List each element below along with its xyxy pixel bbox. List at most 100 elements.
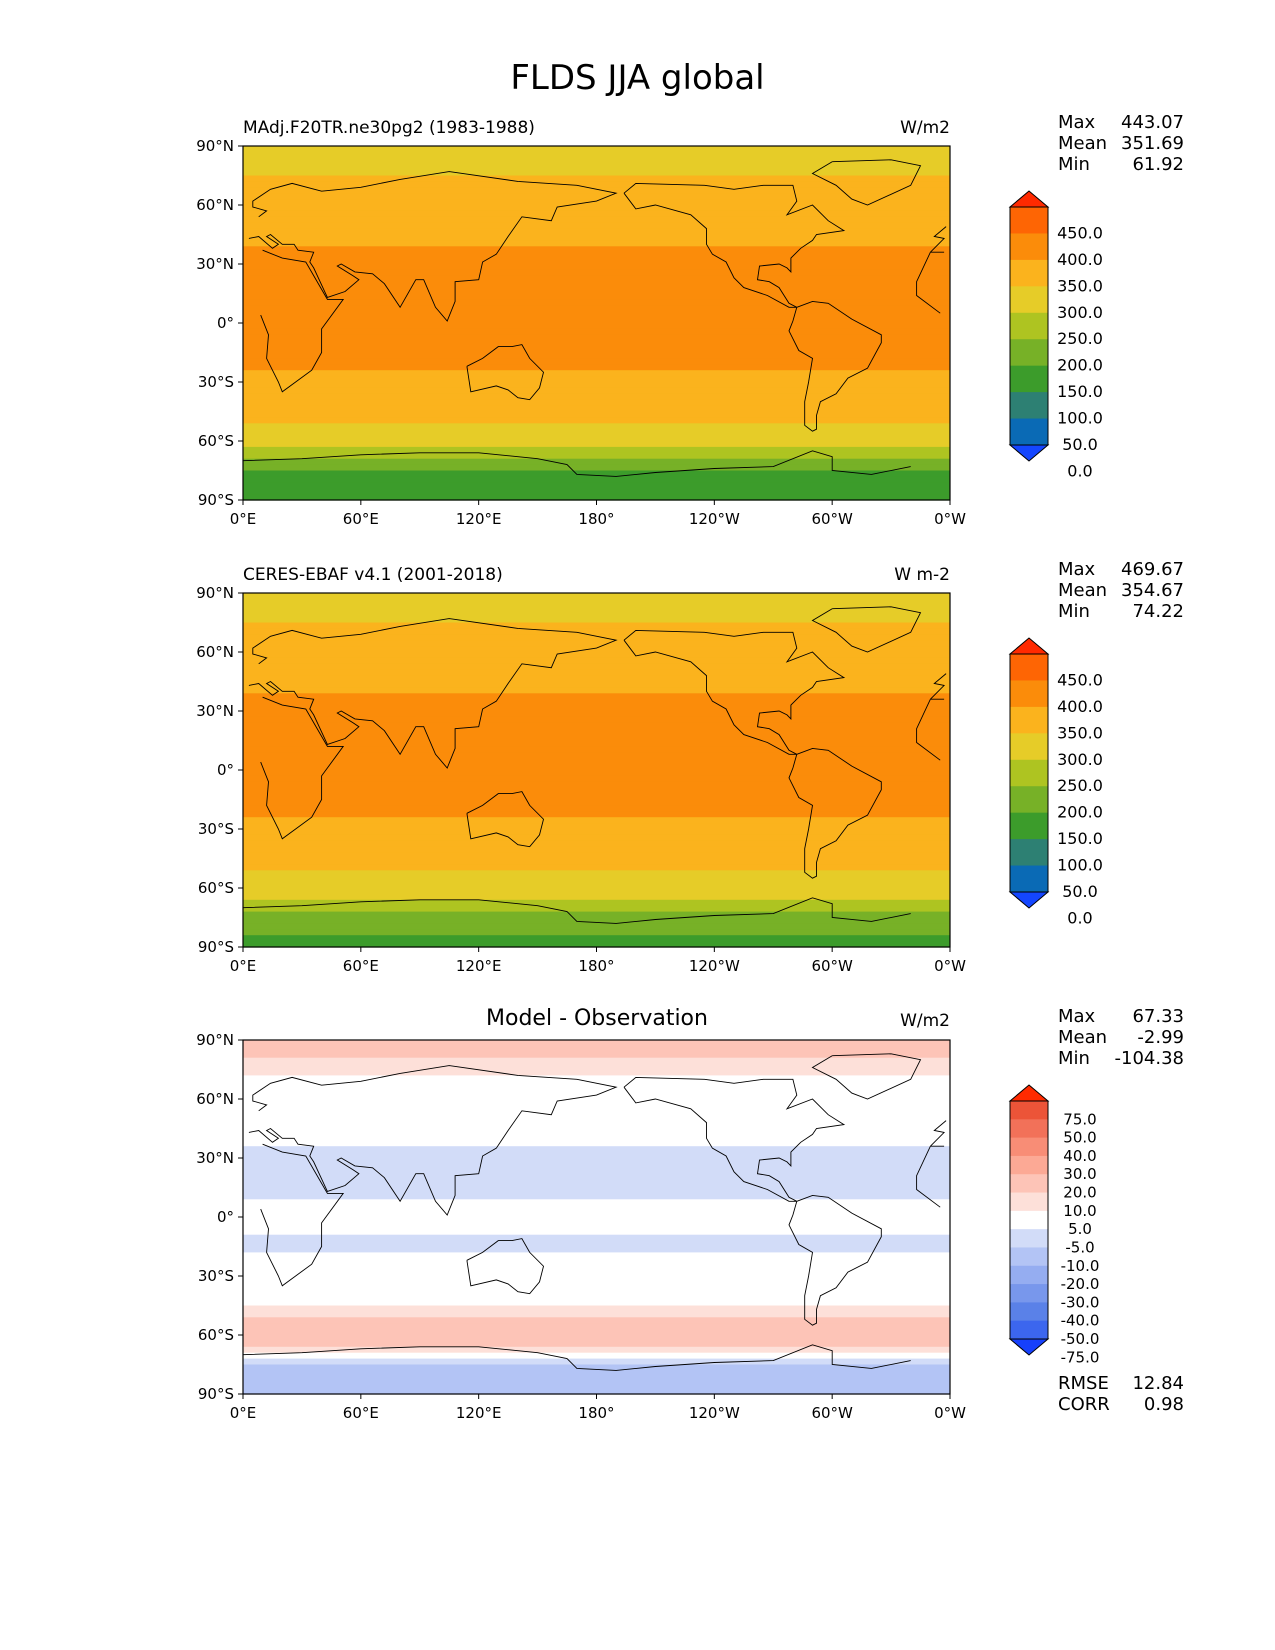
lon-tick-label: 120°W — [689, 510, 740, 528]
field-band — [243, 157, 950, 165]
field-band — [243, 699, 950, 706]
field-band — [243, 1252, 950, 1259]
lon-tick-label: 60°E — [343, 957, 379, 975]
field-band — [243, 364, 950, 371]
field-band — [243, 435, 950, 442]
colorbar-segment — [1010, 1229, 1048, 1248]
field-band — [243, 1128, 950, 1135]
field-band — [243, 1335, 950, 1342]
colorbar-label: 50.0 — [1062, 435, 1098, 454]
field-band — [243, 1051, 950, 1059]
field-band — [243, 352, 950, 359]
colorbar-segment — [1010, 286, 1048, 314]
metric-label: RMSE — [1058, 1373, 1109, 1394]
colorbar-segment — [1010, 786, 1048, 814]
field-band — [243, 1352, 950, 1360]
africa-coastline — [260, 1143, 941, 1287]
colorbar-label: 5.0 — [1068, 1220, 1092, 1238]
lon-tick-label: 0°W — [934, 957, 966, 975]
field-band — [243, 1063, 950, 1071]
field-band — [243, 829, 950, 836]
field-band — [243, 246, 950, 253]
field-band — [243, 628, 950, 635]
lat-tick-label: 60°N — [196, 196, 234, 214]
metric-value: 12.84 — [1132, 1373, 1184, 1394]
colorbar-extend-min — [1008, 891, 1050, 909]
field-band — [243, 1281, 950, 1289]
field-band — [243, 452, 950, 460]
field-band — [243, 610, 950, 618]
field-band — [243, 646, 950, 653]
colorbar-label: 150.0 — [1057, 382, 1103, 401]
field-band — [243, 728, 950, 736]
field-band — [243, 1246, 950, 1253]
lon-tick-label: 60°W — [811, 957, 853, 975]
field-band — [243, 746, 950, 753]
field-band — [243, 476, 950, 483]
field-band — [243, 1099, 950, 1106]
coastlines — [242, 159, 947, 477]
panel-3-units: W/m2 — [900, 1011, 950, 1031]
eurasia-coastline — [248, 171, 947, 322]
field-band — [243, 311, 950, 318]
field-band — [243, 340, 950, 348]
field-band — [243, 840, 950, 848]
lon-tick-label: 180° — [578, 1404, 614, 1422]
antarctica-coast-coastline — [242, 450, 911, 477]
field-band — [243, 411, 950, 418]
lat-tick-label: 0° — [217, 314, 234, 332]
colorbar-segment — [1010, 1119, 1048, 1139]
field-band — [243, 1057, 950, 1065]
field-band — [243, 482, 950, 489]
field-band — [243, 1187, 950, 1194]
south-america-coastline — [788, 300, 882, 432]
field-band — [243, 382, 950, 389]
field-band — [243, 193, 950, 200]
field-band — [243, 941, 950, 948]
colorbar-label: 350.0 — [1057, 276, 1103, 295]
stat-value: 74.22 — [1132, 601, 1184, 622]
field-band — [243, 405, 950, 413]
field-band — [243, 888, 950, 895]
lon-tick-label: 0°E — [230, 957, 257, 975]
colorbar-segment — [1010, 233, 1048, 261]
field-band — [243, 228, 950, 236]
field-band — [243, 1323, 950, 1330]
north-america-coastline — [623, 1076, 846, 1202]
field-band — [243, 370, 950, 377]
field-band — [243, 622, 950, 629]
lat-tick-label: 30°N — [196, 255, 234, 273]
field-band — [243, 870, 950, 877]
colorbar-segment — [1010, 733, 1048, 761]
field-band — [243, 187, 950, 194]
lon-tick-label: 60°E — [343, 1404, 379, 1422]
field-band — [243, 716, 950, 724]
lat-tick-label: 60°S — [198, 879, 234, 897]
field-band — [243, 640, 950, 647]
colorbar-label: 100.0 — [1057, 409, 1103, 428]
field-band — [243, 216, 950, 224]
lat-tick-label: 0° — [217, 761, 234, 779]
lat-tick-label: 60°S — [198, 1326, 234, 1344]
field-band — [243, 1110, 950, 1118]
field-band — [243, 663, 950, 671]
field-band — [243, 1388, 950, 1395]
map-field — [243, 1040, 950, 1395]
field-band — [243, 1045, 950, 1053]
stat-value: 354.67 — [1121, 580, 1184, 601]
colorbar-segment — [1010, 839, 1048, 867]
colorbar-segment — [1010, 1137, 1048, 1157]
map-field — [243, 146, 950, 501]
stat-label: Mean — [1058, 133, 1108, 154]
field-band — [243, 1305, 950, 1312]
panel-1-stats: Max 443.07 Mean 351.69 Min 61.92 — [1058, 112, 1184, 175]
field-band — [243, 222, 950, 230]
colorbar-frame — [1009, 206, 1049, 446]
field-band — [243, 1376, 950, 1383]
colorbar-segment — [1010, 680, 1048, 708]
stat-label: Min — [1058, 154, 1090, 175]
field-band — [243, 175, 950, 182]
lon-tick-label: 60°W — [811, 1404, 853, 1422]
australia-coastline — [466, 344, 544, 401]
field-band — [243, 834, 950, 842]
